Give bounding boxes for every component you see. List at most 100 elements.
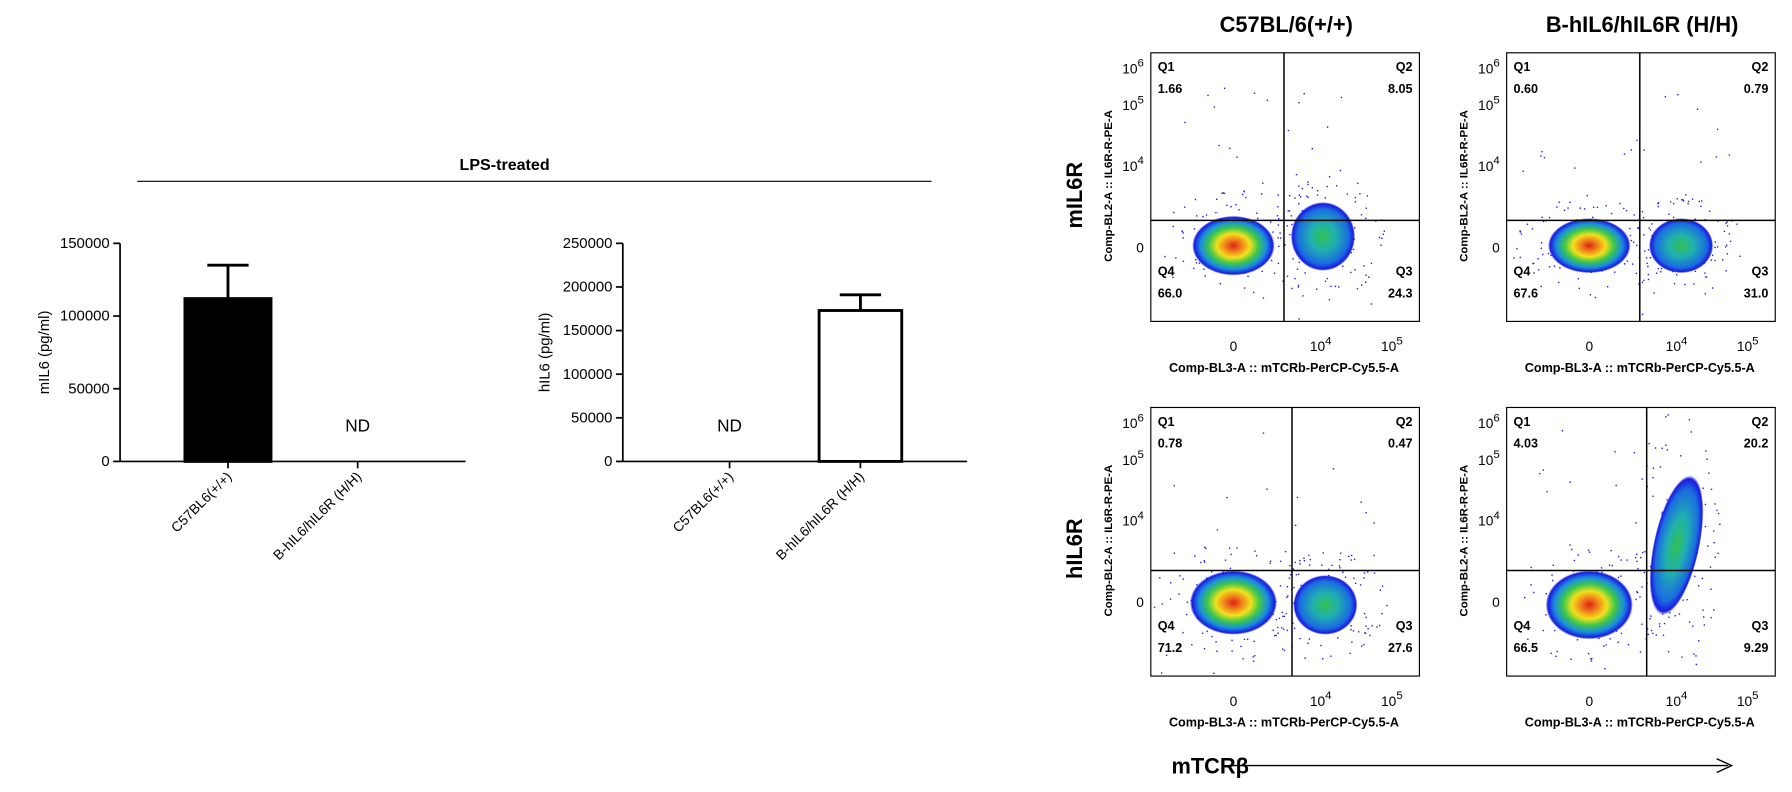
tick-exp: 6	[1138, 58, 1144, 70]
flow-x-label: Comp-BL3-A :: mTCRb-PerCP-Cy5.5-A	[1525, 361, 1755, 375]
event-dot	[1324, 197, 1327, 199]
event-dot	[1290, 574, 1292, 576]
flow-plot: Q1 1.66 Q2 8.05 Q3 24.3 Q4 66.0	[1150, 52, 1420, 322]
event-dot	[1531, 228, 1534, 230]
event-dot	[1533, 591, 1535, 594]
event-dot	[1173, 485, 1175, 487]
tick-label: 105	[1478, 94, 1500, 113]
event-dot	[1627, 643, 1630, 646]
event-dot	[1630, 149, 1632, 151]
event-dot	[1650, 629, 1653, 632]
event-dot	[1358, 631, 1360, 633]
tick-base: 0	[1230, 339, 1238, 354]
event-dot	[1253, 640, 1255, 643]
event-dot	[1169, 598, 1172, 600]
event-dot	[1672, 202, 1675, 205]
tick-base: 0	[1492, 595, 1500, 610]
event-dot	[1647, 633, 1649, 636]
event-dot	[1216, 529, 1219, 531]
event-dot	[1726, 244, 1728, 247]
event-dot	[1579, 207, 1582, 209]
column-title: C57BL/6(+/+)	[1220, 12, 1353, 37]
quadrant-name: Q2	[1396, 60, 1413, 74]
event-dot	[1638, 283, 1640, 285]
event-dot	[1590, 660, 1593, 662]
event-dot	[1270, 259, 1273, 262]
event-dot	[1361, 645, 1363, 647]
event-dot	[1524, 596, 1526, 599]
tick-base: 0	[1492, 241, 1500, 256]
event-dot	[1705, 450, 1707, 452]
event-dot	[1677, 94, 1679, 96]
event-dot	[1639, 651, 1642, 653]
event-dot	[1701, 577, 1704, 580]
event-dot	[1243, 190, 1245, 192]
event-dot	[1652, 477, 1654, 479]
event-dot	[1243, 638, 1246, 640]
event-dot	[1195, 215, 1198, 217]
event-dot	[1692, 625, 1694, 627]
event-dot	[1386, 604, 1388, 607]
event-dot	[1714, 246, 1716, 249]
event-dot	[1194, 555, 1196, 557]
event-dot	[1340, 96, 1343, 99]
event-dot	[1282, 628, 1285, 630]
event-dot	[1283, 615, 1286, 618]
event-dot	[1240, 645, 1242, 648]
event-dot	[1678, 613, 1681, 615]
event-dot	[1658, 625, 1661, 628]
event-dot	[1365, 616, 1367, 619]
event-dot	[1609, 638, 1611, 640]
event-dot	[1262, 432, 1265, 434]
event-dot	[1637, 227, 1639, 229]
event-dot	[1184, 206, 1186, 208]
event-dot	[1373, 554, 1375, 557]
tick-label: 104	[1478, 155, 1500, 174]
event-dot	[1339, 169, 1342, 172]
event-dot	[1648, 227, 1650, 229]
event-dot	[1172, 225, 1175, 228]
event-dot	[1608, 564, 1611, 566]
event-dot	[1153, 606, 1156, 609]
quadrant-name: Q1	[1158, 415, 1175, 429]
event-dot	[1698, 585, 1700, 587]
event-dot	[1617, 555, 1620, 558]
event-dot	[1722, 259, 1724, 261]
event-dot	[1286, 586, 1289, 588]
event-dot	[1252, 660, 1255, 662]
event-dot	[1191, 644, 1193, 646]
event-dot	[1354, 269, 1356, 271]
event-dot	[1716, 509, 1718, 512]
tick-label: 0	[1585, 694, 1593, 709]
event-dot	[1207, 94, 1209, 97]
event-dot	[1380, 244, 1382, 246]
event-dot	[1330, 655, 1332, 657]
tick-exp: 5	[1396, 335, 1402, 347]
event-dot	[1164, 255, 1166, 258]
quadrant-value: 9.29	[1744, 641, 1769, 655]
tick-label: 0	[1230, 339, 1238, 354]
plot-frame	[1150, 52, 1420, 322]
event-dot	[1286, 596, 1288, 599]
event-dot	[1354, 196, 1357, 199]
event-dot	[1331, 564, 1333, 567]
event-dot	[1226, 496, 1228, 499]
event-dot	[1178, 644, 1181, 646]
tick-base: 10	[1381, 339, 1397, 354]
event-dot	[1739, 255, 1741, 257]
event-dot	[1614, 451, 1616, 453]
event-dot	[1292, 568, 1295, 570]
event-dot	[1660, 267, 1663, 270]
event-dot	[1311, 187, 1314, 189]
event-dot	[1654, 447, 1657, 449]
event-dot	[1676, 198, 1678, 200]
quadrant-name: Q4	[1158, 264, 1175, 278]
event-dot	[1657, 267, 1660, 270]
y-tick-label: 100000	[60, 308, 110, 325]
event-dot	[1298, 203, 1300, 205]
event-dot	[1709, 566, 1712, 568]
event-dot	[1687, 202, 1689, 205]
event-dot	[1326, 126, 1329, 128]
event-dot	[1633, 451, 1636, 454]
event-dot	[1587, 549, 1590, 551]
